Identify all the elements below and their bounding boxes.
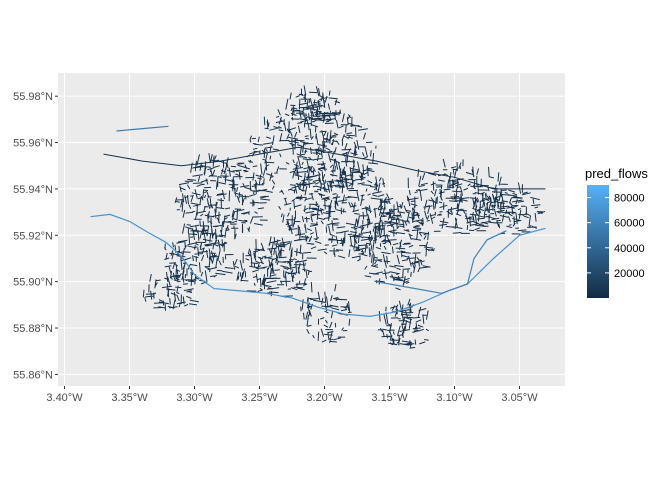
y-tick-label: 55.90°N bbox=[13, 277, 53, 289]
graticule bbox=[58, 73, 565, 386]
road-segments bbox=[142, 85, 546, 349]
road-spine bbox=[103, 146, 546, 190]
x-tick-label: 3.05°W bbox=[501, 392, 538, 404]
legend-title: pred_flows bbox=[585, 166, 648, 181]
y-tick-label: 55.92°N bbox=[13, 230, 53, 242]
y-tick-label: 55.98°N bbox=[13, 91, 53, 103]
y-tick-label: 55.94°N bbox=[13, 184, 53, 196]
legend-colorbar bbox=[587, 185, 609, 298]
y-tick-label: 55.86°N bbox=[13, 369, 53, 381]
x-tick-label: 3.20°W bbox=[306, 392, 343, 404]
legend-label: 80000 bbox=[614, 193, 645, 205]
x-tick-label: 3.25°W bbox=[241, 392, 278, 404]
legend-ticks: 20000 40000 60000 80000 bbox=[587, 193, 645, 280]
high-flow-routes bbox=[90, 125, 546, 318]
y-axis: 55.86°N 55.88°N 55.90°N 55.92°N 55.94°N 55.96… bbox=[13, 91, 58, 381]
x-tick-label: 3.15°W bbox=[371, 392, 408, 404]
x-axis: 3.40°W 3.35°W 3.30°W 3.25°W 3.20°W 3.15°W 3.10… bbox=[46, 386, 538, 404]
y-tick-label: 55.96°N bbox=[13, 138, 53, 150]
flow-route bbox=[376, 230, 507, 294]
x-tick-label: 3.10°W bbox=[436, 392, 473, 404]
legend-label: 20000 bbox=[614, 268, 645, 280]
legend-label: 40000 bbox=[614, 243, 645, 255]
legend: pred_flows 20000 40000 60000 80000 bbox=[585, 166, 648, 298]
y-tick-label: 55.88°N bbox=[13, 323, 53, 335]
legend-label: 60000 bbox=[614, 218, 645, 230]
flow-route bbox=[116, 125, 169, 132]
x-tick-label: 3.40°W bbox=[46, 392, 83, 404]
road-network bbox=[103, 85, 546, 349]
x-tick-label: 3.30°W bbox=[176, 392, 213, 404]
x-tick-label: 3.35°W bbox=[111, 392, 148, 404]
